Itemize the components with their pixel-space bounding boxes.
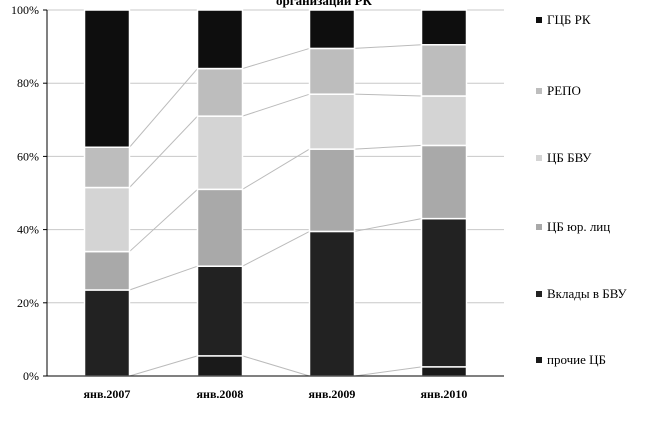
series-connector-line <box>354 44 422 49</box>
series-connector-line <box>354 366 422 377</box>
bar-segment <box>308 148 356 233</box>
series-connector-line <box>129 115 198 188</box>
series-connector-line <box>129 265 198 291</box>
y-tick-label: 80% <box>17 76 39 90</box>
bar-segment <box>420 95 468 147</box>
bar-segment <box>196 188 244 267</box>
series-connector-line <box>242 230 310 267</box>
series-connector-line <box>242 148 310 190</box>
legend-label: ЦБ БВУ <box>547 150 592 165</box>
bar-segment <box>196 355 244 377</box>
legend-swatch <box>536 291 542 297</box>
series-connector-line <box>129 355 198 377</box>
series-connector-line <box>354 93 422 97</box>
legend-swatch <box>536 224 542 230</box>
bar-segment <box>83 250 131 291</box>
legend-swatch <box>536 357 542 363</box>
y-tick-label: 0% <box>23 369 39 383</box>
series-connector-line <box>242 47 310 70</box>
legend-swatch <box>536 17 542 23</box>
x-tick-label: янв.2010 <box>421 387 468 401</box>
legend-label: ЦБ юр. лиц <box>547 219 610 234</box>
legend-label: Вклады в БВУ <box>547 286 627 301</box>
bar-segment <box>420 9 468 46</box>
bar-segment <box>83 289 131 377</box>
bar-segment <box>420 144 468 220</box>
y-tick-label: 100% <box>11 3 39 17</box>
bar-segment <box>83 186 131 253</box>
bar-segment <box>420 366 468 377</box>
x-tick-label: янв.2008 <box>197 387 244 401</box>
series-connector-line <box>129 68 198 148</box>
bar-segment <box>196 9 244 70</box>
legend-swatch <box>536 155 542 161</box>
bar-segment <box>196 115 244 191</box>
bar-segment <box>196 67 244 117</box>
bar-segment <box>308 93 356 150</box>
y-tick-label: 60% <box>17 149 39 163</box>
bar-segment <box>308 230 356 377</box>
chart-title: организаций РК <box>276 0 372 8</box>
x-tick-label: янв.2007 <box>84 387 131 401</box>
series-connector-line <box>242 93 310 117</box>
bar-segment <box>308 47 356 95</box>
bar-segment <box>83 146 131 189</box>
bar-segment <box>196 265 244 357</box>
y-tick-label: 40% <box>17 223 39 237</box>
legend-label: прочие ЦБ <box>547 352 606 367</box>
series-connector-line <box>354 144 422 150</box>
x-tick-label: янв.2009 <box>309 387 356 401</box>
series-connector-line <box>129 188 198 252</box>
y-tick-label: 20% <box>17 296 39 310</box>
bar-segment <box>83 9 131 148</box>
series-connector-line <box>242 355 310 377</box>
series-connector-line <box>354 218 422 232</box>
legend-label: ГЦБ РК <box>547 12 591 27</box>
bar-segment <box>420 44 468 97</box>
legend-label: РЕПО <box>547 83 581 98</box>
bar-segment <box>308 9 356 50</box>
bar-segment <box>420 217 468 368</box>
legend-swatch <box>536 88 542 94</box>
